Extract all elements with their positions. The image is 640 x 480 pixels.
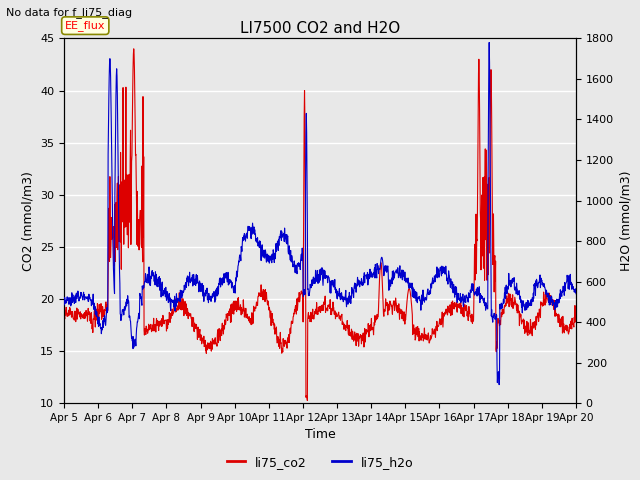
Y-axis label: CO2 (mmol/m3): CO2 (mmol/m3)	[22, 171, 35, 271]
Text: No data for f_li75_diag: No data for f_li75_diag	[6, 7, 132, 18]
X-axis label: Time: Time	[305, 429, 335, 442]
Title: LI7500 CO2 and H2O: LI7500 CO2 and H2O	[240, 21, 400, 36]
Y-axis label: H2O (mmol/m3): H2O (mmol/m3)	[620, 170, 632, 271]
Text: EE_flux: EE_flux	[65, 20, 106, 31]
Legend: li75_co2, li75_h2o: li75_co2, li75_h2o	[221, 451, 419, 474]
